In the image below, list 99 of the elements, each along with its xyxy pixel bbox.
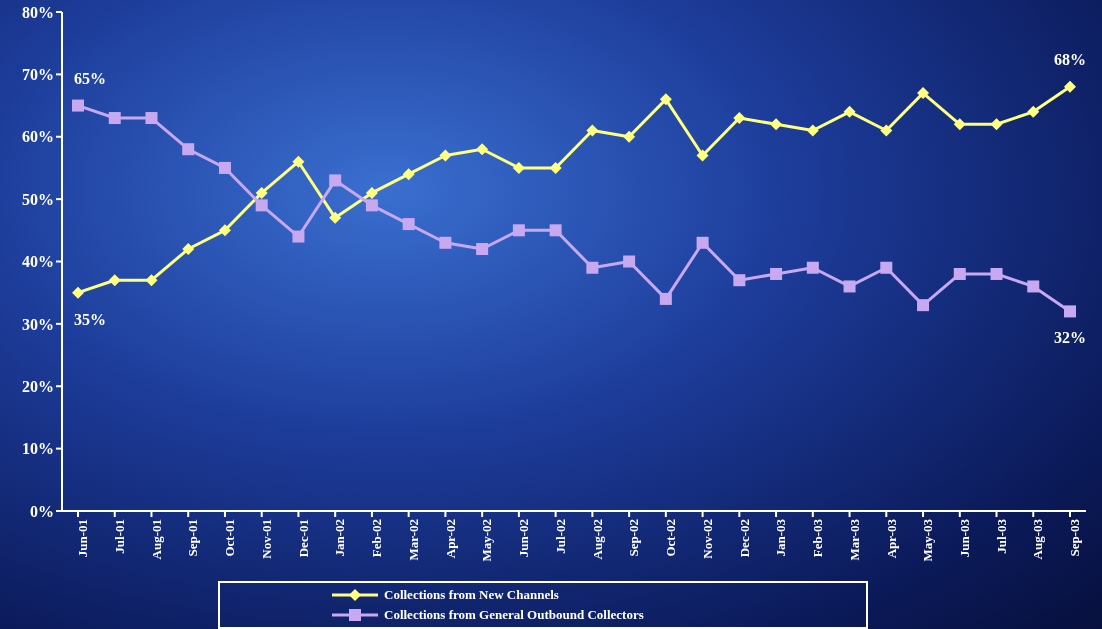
data-label: 35%	[74, 310, 106, 328]
y-tick-label: 50%	[22, 190, 54, 208]
point	[659, 292, 672, 305]
x-tick-label: Jun-01	[75, 519, 91, 558]
x-tick-label: Feb-02	[369, 519, 385, 558]
point	[512, 161, 525, 174]
x-tick-label: Feb-03	[810, 518, 826, 558]
point	[696, 149, 709, 162]
point	[806, 261, 819, 274]
x-tick-label: Sep-01	[185, 519, 201, 557]
y-tick-label: 70%	[22, 66, 54, 84]
point	[145, 112, 158, 125]
point	[439, 149, 452, 162]
x-tick-label: Oct-01	[222, 519, 238, 557]
data-label: 65%	[74, 69, 106, 87]
point	[255, 186, 268, 199]
x-tick-label: Jan-03	[773, 518, 789, 557]
point	[1027, 280, 1040, 293]
point	[770, 118, 783, 131]
point	[72, 286, 84, 299]
point	[329, 174, 342, 187]
point	[549, 224, 562, 237]
point	[476, 143, 489, 156]
x-tick-label: Dec-01	[295, 519, 311, 558]
y-tick-label: 80%	[22, 3, 54, 21]
x-tick-label: May-02	[479, 519, 495, 562]
legend-label: Collections from New Channels	[384, 587, 559, 603]
point	[843, 280, 856, 293]
point	[72, 99, 84, 112]
x-tick-label: Jun-02	[516, 519, 532, 558]
point	[917, 299, 930, 312]
point	[990, 267, 1003, 280]
point	[218, 224, 231, 237]
point	[696, 236, 709, 249]
x-tick-label: Jun-03	[957, 518, 973, 558]
point	[108, 274, 121, 287]
point	[733, 274, 746, 287]
data-label: 32%	[1054, 329, 1086, 347]
x-tick-label: Mar-03	[846, 518, 862, 561]
x-tick-label: May-03	[920, 518, 936, 562]
x-tick-label: Jul-03	[993, 518, 1009, 554]
x-tick-label: Aug-01	[148, 519, 164, 560]
x-tick-label: Apr-02	[442, 519, 458, 559]
point	[292, 230, 305, 243]
point	[476, 243, 489, 256]
point	[623, 130, 636, 143]
x-tick-label: Sep-03	[1067, 518, 1083, 557]
y-tick-label: 0%	[30, 502, 54, 520]
point	[917, 87, 930, 100]
point	[990, 118, 1003, 131]
y-tick-label: 60%	[22, 128, 54, 146]
point	[623, 255, 636, 268]
point	[145, 274, 158, 287]
point	[218, 161, 231, 174]
point	[1064, 80, 1076, 93]
point	[182, 243, 195, 256]
x-tick-label: Oct-02	[663, 519, 679, 557]
x-tick-label: Jul-01	[111, 519, 127, 554]
point	[806, 124, 819, 137]
point	[586, 124, 599, 137]
x-tick-label: Sep-02	[626, 519, 642, 557]
point	[329, 211, 342, 224]
x-tick-label: Jan-02	[332, 519, 348, 557]
y-tick-label: 20%	[22, 377, 54, 395]
point	[292, 155, 305, 168]
point	[255, 199, 268, 212]
point	[439, 236, 452, 249]
y-tick-label: 40%	[22, 253, 54, 271]
point	[953, 267, 966, 280]
point	[512, 224, 525, 237]
data-label: 68%	[1054, 50, 1086, 68]
point	[659, 93, 672, 106]
x-tick-label: Aug-03	[1030, 518, 1046, 560]
y-tick-label: 10%	[22, 440, 54, 458]
y-tick-label: 30%	[22, 315, 54, 333]
point	[402, 168, 415, 181]
point	[365, 186, 378, 199]
point	[770, 267, 783, 280]
x-tick-label: Jul-02	[552, 519, 568, 554]
point	[365, 199, 378, 212]
point	[880, 261, 893, 274]
point	[549, 161, 562, 174]
x-tick-label: Dec-02	[736, 519, 752, 558]
point	[182, 143, 195, 156]
x-tick-label: Apr-03	[883, 518, 899, 559]
point	[586, 261, 599, 274]
x-tick-label: Mar-02	[405, 519, 421, 561]
point	[1064, 305, 1076, 318]
point	[108, 112, 121, 125]
point	[402, 218, 415, 231]
point	[843, 105, 856, 118]
point	[1027, 105, 1040, 118]
x-tick-label: Aug-02	[589, 519, 605, 560]
point	[880, 124, 893, 137]
point	[953, 118, 966, 131]
x-tick-label: Nov-02	[699, 519, 715, 559]
point	[733, 112, 746, 125]
legend-label: Collections from General Outbound Collectors	[384, 607, 644, 623]
x-tick-label: Nov-01	[258, 519, 274, 559]
